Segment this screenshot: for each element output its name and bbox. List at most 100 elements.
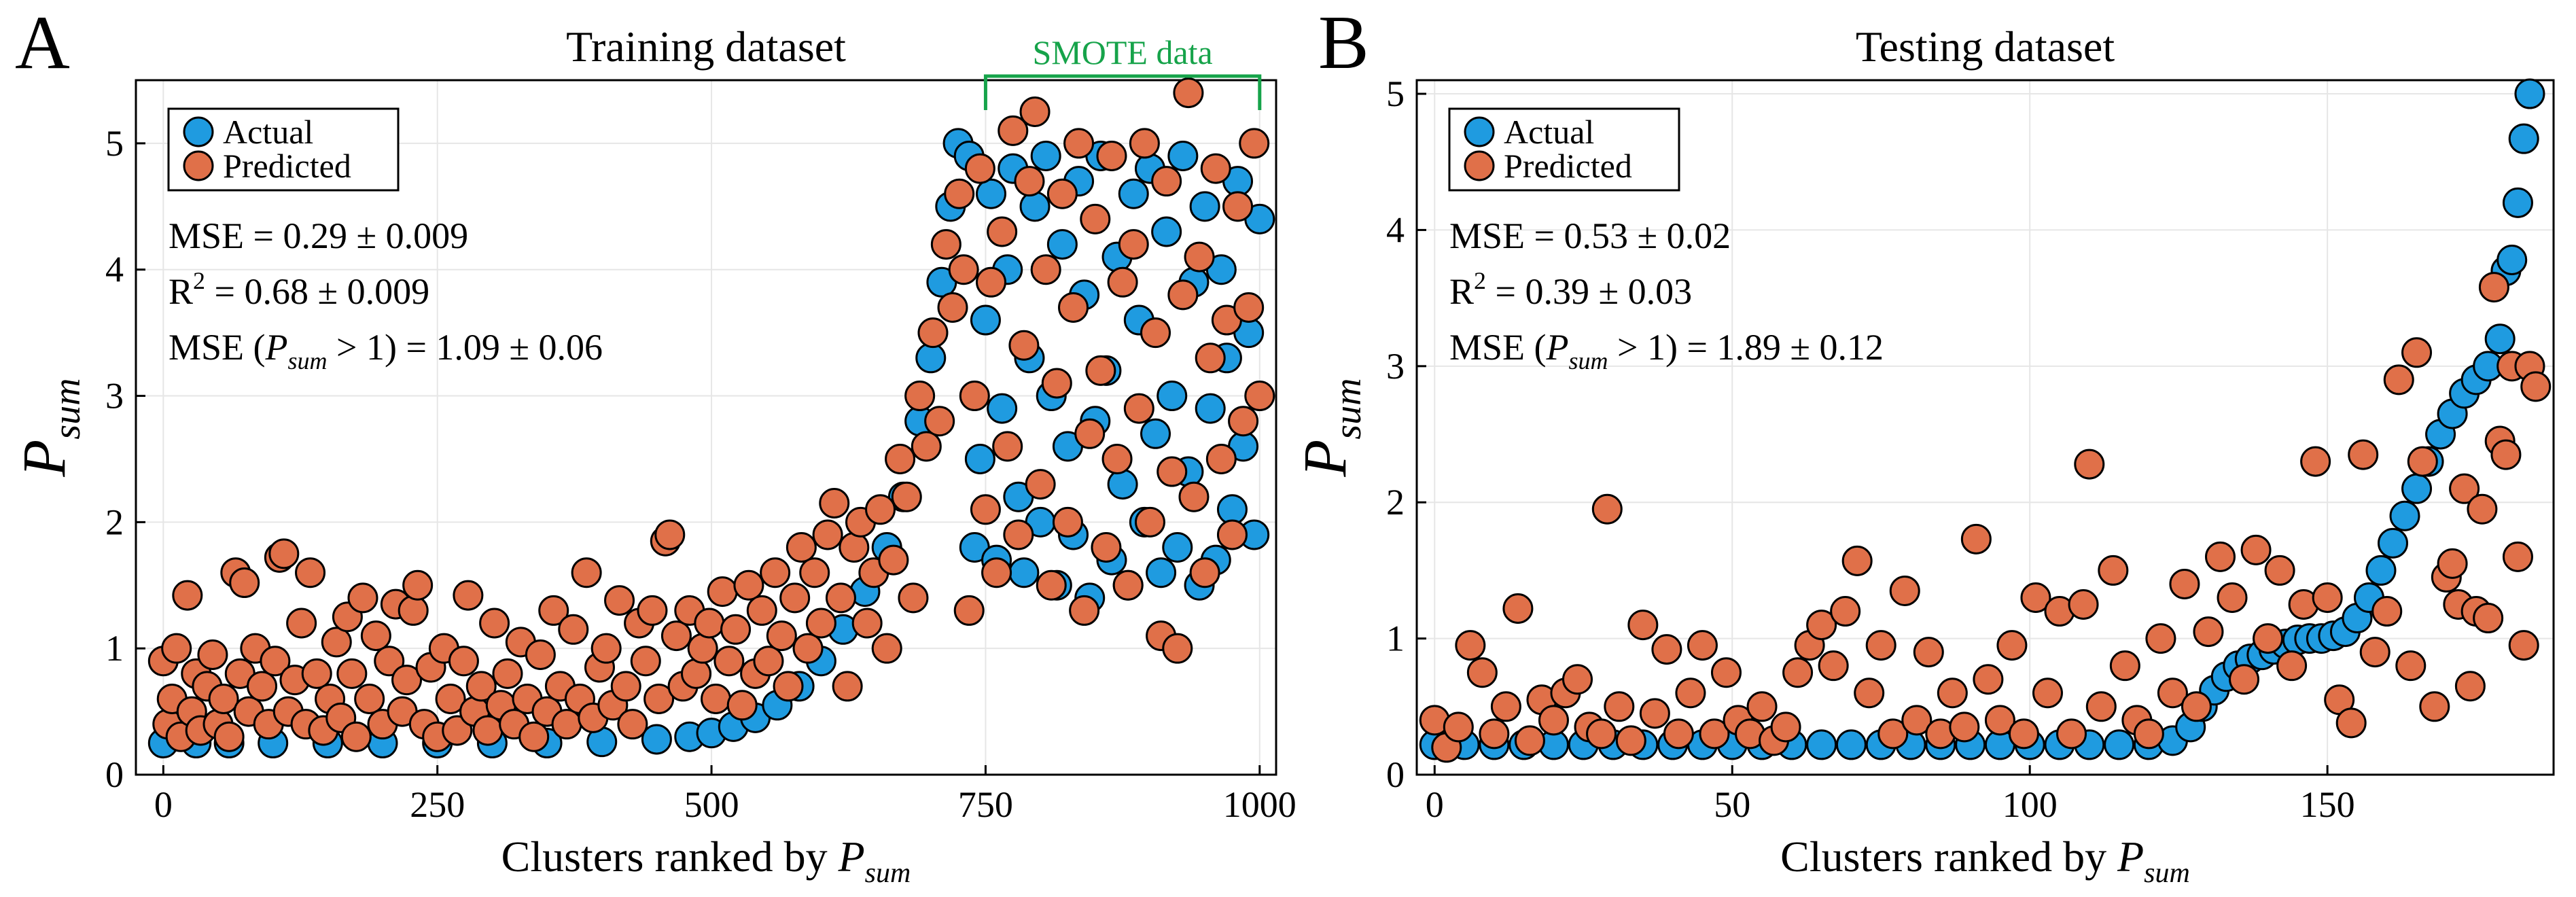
predicted-point [944, 178, 975, 209]
actual-point [1046, 229, 1078, 260]
predicted-point [2098, 555, 2129, 586]
predicted-point [805, 608, 836, 639]
predicted-point [1195, 342, 1226, 374]
stat-text: MSE = 0.53 ± 0.02 [1449, 215, 1731, 256]
panel-letter: B [1318, 1, 1369, 85]
predicted-point [904, 381, 936, 412]
predicted-point [720, 614, 752, 645]
predicted-point [1003, 519, 1034, 550]
predicted-point [2454, 671, 2486, 702]
actual-point [2496, 245, 2528, 276]
predicted-point [2109, 650, 2140, 682]
stat-text: MSE = 0.29 ± 0.009 [169, 215, 468, 256]
actual-point [915, 342, 947, 374]
predicted-point [2157, 678, 2188, 709]
predicted-point [1200, 153, 1231, 184]
predicted-point [1466, 657, 1498, 688]
actual-point [2484, 323, 2516, 355]
predicted-point [1830, 596, 1861, 627]
predicted-point [604, 585, 635, 616]
predicted-point [1770, 711, 1801, 743]
predicted-point [2312, 582, 2343, 613]
y-tick-label: 4 [1386, 209, 1405, 250]
x-axis-label: Clusters ranked by Psum [1780, 832, 2190, 889]
predicted-point [953, 595, 985, 626]
stat-text-after: > 1) = 1.89 ± 0.12 [1608, 327, 1884, 368]
predicted-point [374, 646, 405, 677]
stat-var: P [265, 327, 288, 368]
predicted-point [1502, 593, 1534, 625]
y-tick-label: 1 [1386, 618, 1405, 659]
predicted-point [1562, 664, 1593, 695]
predicted-point [1675, 678, 1706, 709]
predicted-point [2020, 582, 2051, 613]
predicted-point [1151, 166, 1182, 197]
predicted-point [617, 709, 648, 740]
predicted-point [197, 639, 228, 670]
predicted-point [825, 582, 856, 614]
predicted-point [733, 569, 764, 601]
predicted-point [1025, 469, 1056, 500]
predicted-point [2074, 448, 2105, 480]
y-axis-label: Psum [1292, 378, 1369, 477]
predicted-point [1189, 557, 1220, 588]
chart-title: Testing dataset [1856, 22, 2115, 71]
plot-frame [1415, 79, 2555, 776]
predicted-point [1014, 166, 1045, 197]
y-tick-label: 2 [105, 502, 124, 542]
predicted-point [2508, 630, 2539, 661]
predicted-point [590, 633, 622, 664]
actual-point [1107, 469, 1138, 500]
predicted-point [398, 595, 429, 626]
predicted-point [1937, 678, 1968, 709]
predicted-point [2502, 541, 2533, 572]
predicted-point [1052, 506, 1083, 538]
predicted-point [2437, 548, 2468, 579]
stat-text-after: > 1) = 1.09 ± 0.06 [328, 327, 603, 368]
predicted-point [2145, 623, 2176, 654]
predicted-point [680, 658, 711, 689]
actual-point [2401, 473, 2433, 504]
predicted-point [812, 519, 843, 550]
predicted-point [161, 633, 192, 664]
predicted-point [2133, 718, 2164, 750]
y-axis-label-var: P [1292, 440, 1359, 478]
predicted-point [286, 608, 317, 639]
predicted-point [1455, 630, 1486, 661]
predicted-point [930, 229, 961, 260]
actual-point [1140, 418, 1171, 449]
predicted-point [1877, 718, 1909, 750]
predicted-point [924, 406, 955, 437]
actual-point [2389, 500, 2420, 531]
predicted-point [2467, 493, 2498, 525]
x-axis-label: Clusters ranked by Psum [501, 832, 911, 889]
predicted-point [630, 646, 661, 677]
predicted-point [2068, 589, 2099, 620]
predicted-point [760, 557, 791, 588]
predicted-point [448, 646, 479, 677]
x-tick-label: 750 [958, 784, 1013, 825]
predicted-point [2419, 691, 2450, 722]
predicted-point [970, 494, 1001, 525]
predicted-point [1030, 254, 1061, 285]
y-tick-label: 5 [105, 123, 124, 164]
panel-testing: B Testing dataset 0 50 100 150 0 1 2 3 4 5 Clusters … [1292, 1, 2555, 889]
stat-line: MSE (Psum > 1) = 1.09 ± 0.06 [169, 327, 603, 374]
stat-sup: 2 [193, 267, 205, 294]
predicted-point [1854, 678, 1885, 709]
predicted-point [1069, 595, 1100, 626]
predicted-point [472, 715, 504, 746]
predicted-point [1118, 229, 1149, 260]
x-axis-label-prefix: Clusters ranked by [1780, 832, 2117, 881]
legend-entry: Predicted [223, 147, 351, 185]
predicted-point [1663, 718, 1694, 750]
x-tick-label: 1000 [1223, 784, 1296, 825]
predicted-point [525, 639, 556, 670]
predicted-point [1710, 657, 1742, 688]
actual-point [1157, 381, 1188, 412]
smote-bracket [983, 74, 1262, 110]
actual-point [1151, 216, 1182, 247]
legend-entry: Actual [1504, 113, 1594, 151]
predicted-point [819, 487, 850, 518]
actual-point [987, 393, 1018, 424]
